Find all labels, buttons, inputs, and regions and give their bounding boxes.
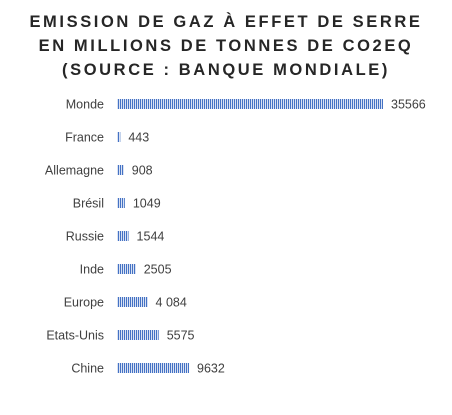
bar (117, 297, 148, 307)
data-label: 35566 (391, 98, 426, 112)
category-label: Etats-Unis (46, 329, 104, 343)
category-label: Chine (71, 362, 104, 376)
data-label: 1049 (133, 197, 161, 211)
data-label: 908 (132, 164, 153, 178)
category-label: Monde (66, 98, 104, 112)
data-label: 5575 (167, 329, 195, 343)
data-label: 1544 (137, 230, 165, 244)
category-label: France (65, 131, 104, 145)
bar (117, 264, 136, 274)
bar (117, 198, 125, 208)
chart-title-line-1: EMISSION DE GAZ À EFFET DE SERRE (29, 12, 422, 31)
chart-title-line-2: EN MILLIONS DE TONNES DE CO2EQ (39, 37, 414, 55)
plot-area: Monde 35566 France 443 Allemagne 908 Brésil 104… (45, 98, 426, 376)
data-label: 9632 (197, 362, 225, 376)
bar (117, 99, 383, 109)
bar (117, 231, 129, 241)
chart-title: EMISSION DE GAZ À EFFET DE SERRE EN MILL… (29, 12, 422, 79)
bar (117, 165, 124, 175)
data-label: 4 084 (156, 296, 187, 310)
data-label: 2505 (144, 263, 172, 277)
category-label: Europe (64, 296, 104, 310)
bar (117, 363, 190, 373)
bar (117, 330, 159, 340)
chart-title-line-3: (SOURCE : BANQUE MONDIALE) (62, 61, 390, 79)
category-label: Allemagne (45, 164, 104, 178)
category-label: Brésil (73, 197, 104, 211)
category-label: Inde (80, 263, 104, 277)
category-label: Russie (66, 230, 104, 244)
bar (117, 132, 121, 142)
data-label: 443 (128, 131, 149, 145)
